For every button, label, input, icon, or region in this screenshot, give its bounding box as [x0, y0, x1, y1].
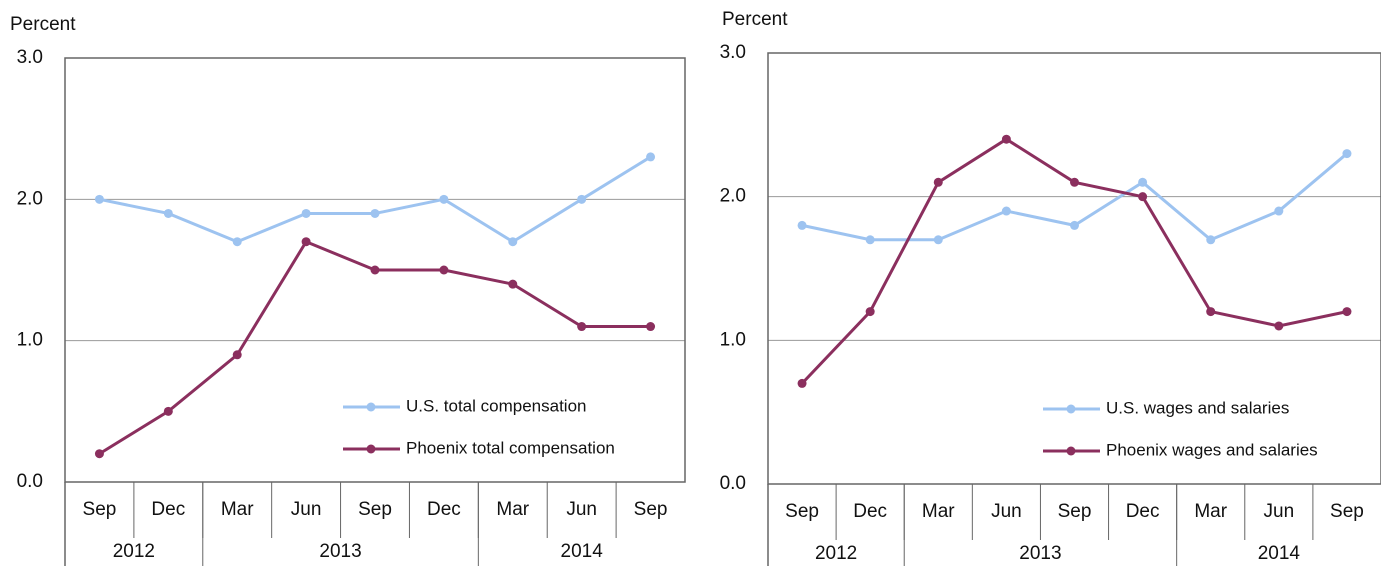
data-point	[797, 378, 807, 388]
legend-marker	[1066, 446, 1076, 456]
plot-frame	[767, 52, 1381, 485]
data-point	[577, 322, 587, 332]
data-point	[1206, 235, 1216, 245]
y-axis-label: Percent	[722, 9, 788, 30]
data-point	[508, 279, 518, 289]
y-tick-label: 2.0	[17, 188, 43, 209]
x-tick-label: Sep	[1058, 501, 1092, 522]
x-tick-label: Mar	[1194, 501, 1227, 522]
plot-frame	[64, 57, 686, 483]
x-tick-label: Mar	[221, 499, 254, 520]
legend-marker	[1066, 404, 1076, 414]
data-point	[865, 235, 875, 245]
x-tick-label: Jun	[291, 499, 322, 520]
data-point	[1070, 220, 1079, 230]
year-label: 2013	[1019, 543, 1061, 564]
legend-label: Phoenix total compensation	[406, 438, 615, 457]
y-tick-label: 3.0	[720, 42, 746, 63]
x-tick-label: Dec	[853, 501, 887, 522]
year-label: 2013	[319, 541, 361, 562]
x-tick-label: Sep	[358, 499, 392, 520]
data-point	[1342, 307, 1352, 317]
year-label: 2012	[815, 543, 857, 564]
data-point	[439, 265, 449, 275]
data-point	[439, 194, 449, 204]
data-point	[163, 208, 173, 218]
series-line	[800, 137, 1348, 385]
data-point	[163, 406, 173, 416]
data-point	[1274, 321, 1284, 331]
data-point	[1274, 206, 1284, 216]
data-point	[646, 152, 656, 162]
data-point	[646, 322, 656, 332]
y-tick-label: 3.0	[17, 47, 43, 68]
legend-label: Phoenix wages and salaries	[1106, 440, 1318, 459]
data-point	[1138, 177, 1148, 187]
x-tick-label: Sep	[634, 499, 668, 520]
x-tick-label: Dec	[1126, 501, 1160, 522]
x-tick-label: Mar	[922, 501, 955, 522]
data-point	[797, 220, 807, 230]
x-tick-label: Jun	[991, 501, 1022, 522]
data-point	[94, 449, 104, 459]
legend-marker	[366, 444, 376, 454]
data-point	[232, 237, 242, 247]
x-tick-label: Mar	[496, 499, 529, 520]
data-point	[1138, 192, 1148, 202]
data-point	[933, 177, 943, 187]
data-point	[933, 235, 943, 245]
x-tick-label: Sep	[83, 499, 117, 520]
year-label: 2012	[113, 541, 155, 562]
y-tick-label: 0.0	[720, 473, 746, 494]
data-point	[301, 208, 311, 218]
data-point	[232, 350, 242, 360]
data-point	[1001, 206, 1011, 216]
data-point	[865, 307, 875, 317]
x-tick-label: Jun	[566, 499, 597, 520]
year-label: 2014	[1258, 543, 1301, 564]
y-tick-label: 1.0	[17, 330, 43, 351]
x-tick-label: Sep	[785, 501, 819, 522]
data-point	[1342, 149, 1352, 159]
data-point	[370, 208, 380, 218]
y-tick-label: 0.0	[17, 471, 43, 492]
data-point	[1206, 307, 1216, 317]
data-point	[1070, 177, 1079, 187]
legend-marker	[366, 402, 376, 412]
data-point	[370, 265, 380, 275]
legend-label: U.S. wages and salaries	[1106, 398, 1289, 417]
x-tick-label: Sep	[1330, 501, 1364, 522]
data-point	[577, 194, 587, 204]
x-tick-label: Dec	[427, 499, 461, 520]
data-point	[301, 237, 311, 247]
y-tick-label: 1.0	[720, 329, 746, 350]
year-label: 2014	[561, 541, 604, 562]
data-point	[94, 194, 104, 204]
data-point	[1001, 134, 1011, 144]
y-tick-label: 2.0	[720, 186, 746, 207]
data-point	[508, 237, 518, 247]
x-tick-label: Jun	[1264, 501, 1295, 522]
y-axis-label: Percent	[10, 14, 76, 35]
x-tick-label: Dec	[151, 499, 185, 520]
legend-label: U.S. total compensation	[406, 396, 586, 415]
